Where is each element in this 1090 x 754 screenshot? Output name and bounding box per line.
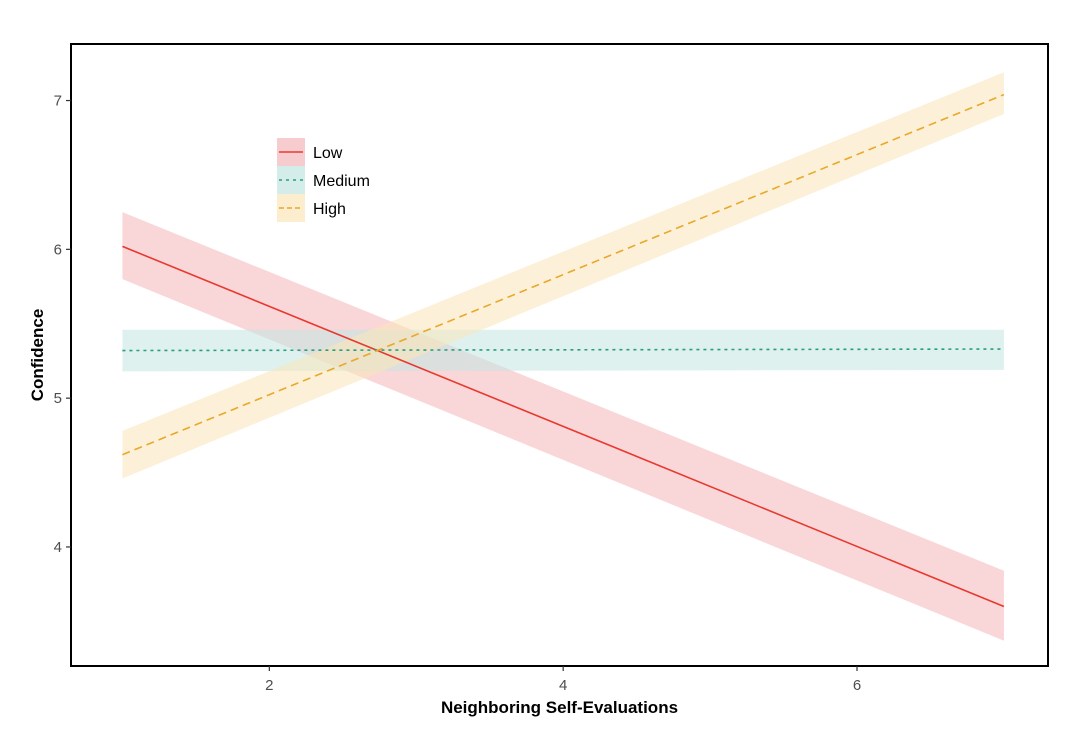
x-axis-title: Neighboring Self-Evaluations	[441, 698, 678, 717]
y-tick-label-4: 4	[54, 539, 62, 556]
legend-item-high: High	[277, 194, 346, 222]
series-lines	[122, 93, 1005, 608]
legend-item-low: Low	[277, 138, 343, 166]
legend-item-medium: Medium	[277, 166, 370, 194]
y-axis-ticks: 4 5 6 7	[54, 93, 71, 556]
legend-label-low: Low	[313, 145, 343, 162]
x-axis-ticks: 2 4 6	[265, 666, 861, 694]
x-tick-label-2: 2	[265, 677, 273, 694]
y-tick-label-7: 7	[54, 93, 62, 110]
band-medium	[122, 329, 1004, 372]
x-tick-label-6: 6	[853, 677, 861, 694]
y-tick-label-5: 5	[54, 390, 62, 407]
y-axis-title: Confidence	[28, 309, 47, 402]
legend-label-medium: Medium	[313, 173, 370, 190]
legend-label-high: High	[313, 201, 346, 218]
x-tick-label-4: 4	[559, 677, 567, 694]
confidence-bands	[122, 72, 1004, 641]
plot-panel-border	[70, 43, 1049, 667]
line-high	[122, 93, 1005, 456]
line-low	[122, 245, 1005, 608]
y-tick-label-6: 6	[54, 241, 62, 258]
legend: Low Medium High	[277, 138, 370, 222]
